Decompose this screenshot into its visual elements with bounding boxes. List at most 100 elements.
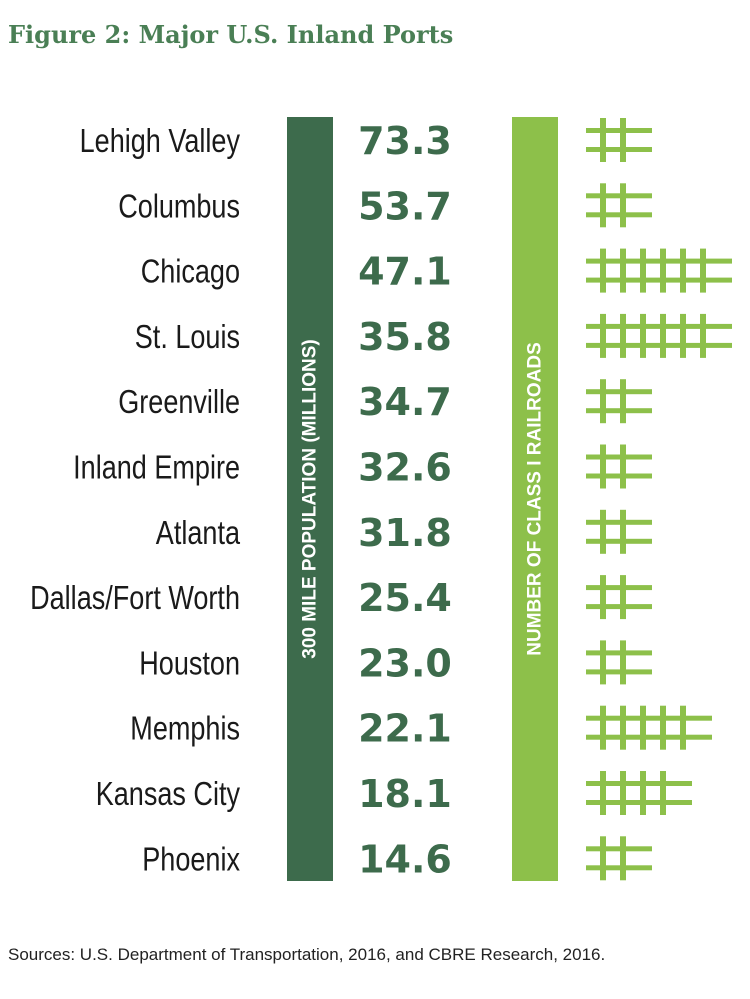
railroad-tie xyxy=(600,379,606,424)
rail-top xyxy=(586,650,652,656)
city-label-wrap: Columbus xyxy=(118,189,240,225)
railroad-tie xyxy=(620,183,626,228)
railroad-tie xyxy=(620,836,626,881)
city-label-wrap: Lehigh Valley xyxy=(80,124,241,160)
railroad-tie xyxy=(600,248,606,293)
railroad-tie xyxy=(680,705,686,750)
rail-top xyxy=(586,585,652,591)
city-label: Atlanta xyxy=(156,515,240,551)
railroad-tie xyxy=(680,248,686,293)
table-row: Chicago 47.1 xyxy=(141,248,732,294)
rail-bottom xyxy=(586,669,652,675)
city-label-wrap: Memphis xyxy=(130,711,240,747)
city-label: Greenville xyxy=(118,385,240,421)
city-label: Dallas/Fort Worth xyxy=(30,581,240,617)
table-row: Inland Empire 32.6 xyxy=(73,444,652,490)
railroad-track-icon xyxy=(586,248,732,293)
rail-bottom xyxy=(586,147,652,152)
rail-bottom xyxy=(586,865,652,871)
population-value: 18.1 xyxy=(358,772,452,816)
table-row: Memphis 22.1 xyxy=(130,705,712,751)
rail-top xyxy=(586,389,652,395)
city-label-wrap: Phoenix xyxy=(142,842,240,878)
railroad-tie xyxy=(600,118,606,162)
city-label: Memphis xyxy=(130,711,240,747)
rail-bottom xyxy=(586,473,652,479)
railroad-tie xyxy=(660,705,666,750)
railroad-tie xyxy=(600,705,606,750)
table-row: Dallas/Fort Worth 25.4 xyxy=(30,575,652,620)
railroad-tie xyxy=(660,313,666,358)
city-label: Inland Empire xyxy=(73,450,240,486)
figure-title: Figure 2: Major U.S. Inland Ports xyxy=(8,20,454,49)
rail-bottom xyxy=(586,538,652,544)
city-label: Lehigh Valley xyxy=(80,124,241,160)
rail-bottom xyxy=(586,734,712,740)
railroad-track-icon xyxy=(586,640,652,685)
rail-top xyxy=(586,781,692,786)
railroad-tie xyxy=(620,379,626,424)
population-value: 32.6 xyxy=(358,446,452,490)
table-row: Columbus 53.7 xyxy=(118,183,652,228)
railroad-tie xyxy=(640,313,646,358)
railroad-tie xyxy=(620,575,626,620)
railroad-tie xyxy=(620,771,626,815)
city-label: Houston xyxy=(139,646,240,682)
railroad-tie xyxy=(600,509,606,554)
railroad-tie xyxy=(620,313,626,358)
city-label-wrap: Chicago xyxy=(141,254,240,290)
rail-top xyxy=(586,846,652,852)
railroad-track-icon xyxy=(586,313,732,358)
city-label: Columbus xyxy=(118,189,240,225)
population-value: 47.1 xyxy=(358,250,452,294)
population-value: 31.8 xyxy=(358,511,452,555)
railroad-track-icon xyxy=(586,444,652,489)
population-value: 73.3 xyxy=(358,119,452,163)
railroad-track-icon xyxy=(586,183,652,228)
table-row: St. Louis 35.8 xyxy=(135,313,732,359)
railroad-tie xyxy=(600,771,606,815)
railroad-track-icon xyxy=(586,575,652,620)
city-label: Kansas City xyxy=(96,777,241,813)
city-label-wrap: St. Louis xyxy=(135,319,240,355)
rail-top xyxy=(586,715,712,721)
railroads-bar xyxy=(512,117,558,881)
population-bar xyxy=(287,117,333,881)
source-note: Sources: U.S. Department of Transportati… xyxy=(8,945,606,964)
railroad-tie xyxy=(620,444,626,489)
population-value: 25.4 xyxy=(358,576,452,620)
railroad-tie xyxy=(660,248,666,293)
railroad-track-icon xyxy=(586,836,652,881)
rail-bottom xyxy=(586,342,732,348)
rail-bottom xyxy=(586,800,692,805)
population-value: 23.0 xyxy=(358,641,452,685)
railroads-column-label: NUMBER OF CLASS I RAILROADS xyxy=(525,342,546,656)
city-label-wrap: Dallas/Fort Worth xyxy=(30,581,240,617)
city-label: Phoenix xyxy=(142,842,240,878)
population-value: 53.7 xyxy=(358,184,452,228)
railroad-tie xyxy=(640,771,646,815)
city-label: St. Louis xyxy=(135,319,240,355)
table-row: Lehigh Valley 73.3 xyxy=(80,118,652,163)
railroad-tie xyxy=(700,313,706,358)
rail-bottom xyxy=(586,408,652,414)
railroad-tie xyxy=(620,509,626,554)
rail-bottom xyxy=(586,277,732,283)
table-row: Kansas City 18.1 xyxy=(96,771,692,816)
table-row: Greenville 34.7 xyxy=(118,379,652,424)
rail-top xyxy=(586,193,652,199)
railroad-tie xyxy=(600,640,606,685)
railroad-tie xyxy=(620,248,626,293)
railroad-tie xyxy=(600,836,606,881)
railroad-tie xyxy=(680,313,686,358)
rail-top xyxy=(586,258,732,264)
table-row: Houston 23.0 xyxy=(139,640,652,685)
railroad-tie xyxy=(600,575,606,620)
population-value: 22.1 xyxy=(358,707,452,751)
city-label-wrap: Atlanta xyxy=(156,515,240,551)
railroad-tie xyxy=(620,705,626,750)
city-label-wrap: Greenville xyxy=(118,385,240,421)
city-label: Chicago xyxy=(141,254,240,290)
